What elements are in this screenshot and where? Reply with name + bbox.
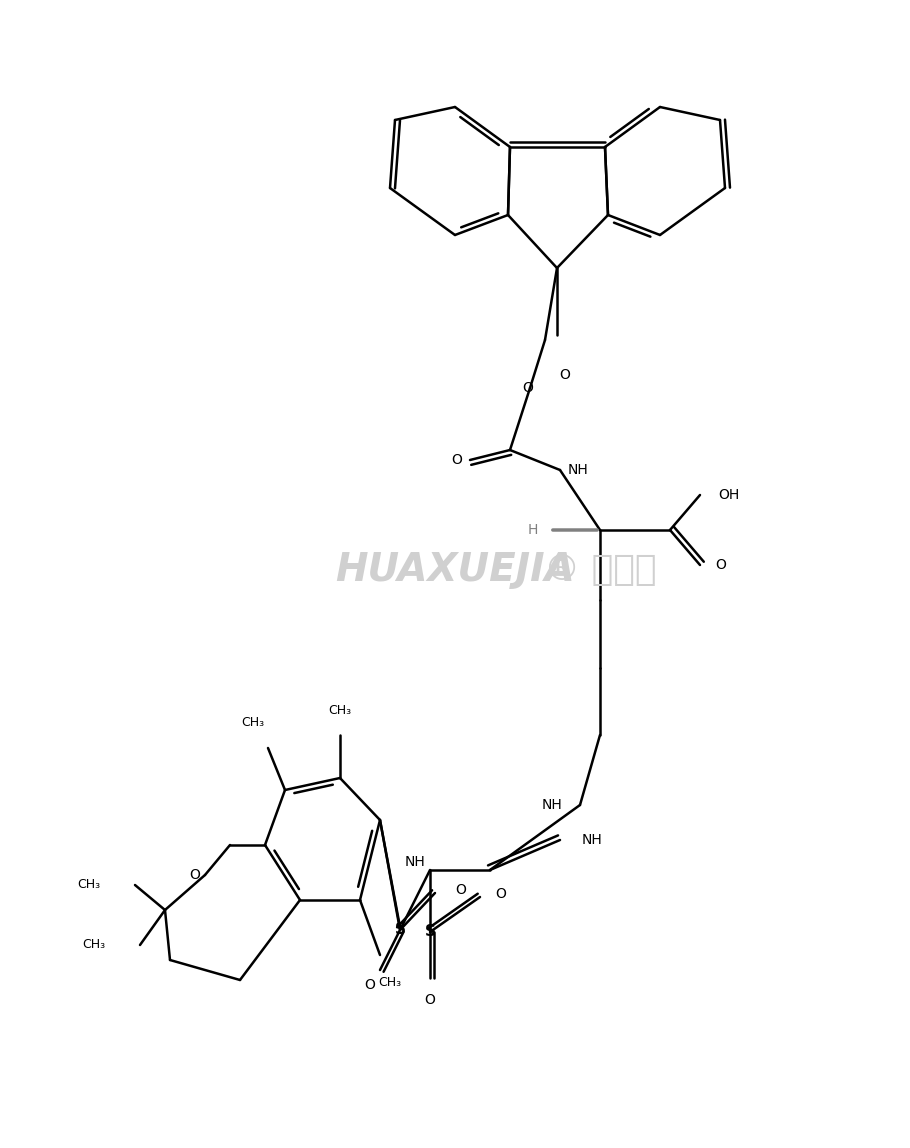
Text: S: S — [395, 923, 406, 938]
Text: O: O — [451, 453, 462, 467]
Text: O: O — [365, 978, 376, 992]
Text: O: O — [189, 868, 200, 882]
Text: O: O — [715, 558, 726, 572]
Text: H: H — [528, 523, 538, 537]
Text: O: O — [455, 883, 466, 897]
Text: O: O — [560, 369, 571, 382]
Text: O: O — [522, 381, 533, 395]
Text: OH: OH — [718, 488, 739, 502]
Text: ® 化学加: ® 化学加 — [544, 553, 656, 587]
Text: CH₃: CH₃ — [379, 977, 401, 990]
Text: CH₃: CH₃ — [241, 716, 265, 729]
Text: NH: NH — [541, 798, 562, 812]
Text: NH: NH — [568, 463, 589, 478]
Text: NH: NH — [404, 855, 425, 869]
Text: CH₃: CH₃ — [76, 878, 100, 892]
Text: HUAXUEJIA: HUAXUEJIA — [335, 551, 575, 589]
Text: NH: NH — [582, 833, 602, 847]
Text: O: O — [495, 887, 506, 901]
Text: CH₃: CH₃ — [329, 704, 351, 716]
Text: O: O — [425, 993, 436, 1007]
Text: S: S — [424, 924, 436, 939]
Text: CH₃: CH₃ — [82, 939, 105, 952]
